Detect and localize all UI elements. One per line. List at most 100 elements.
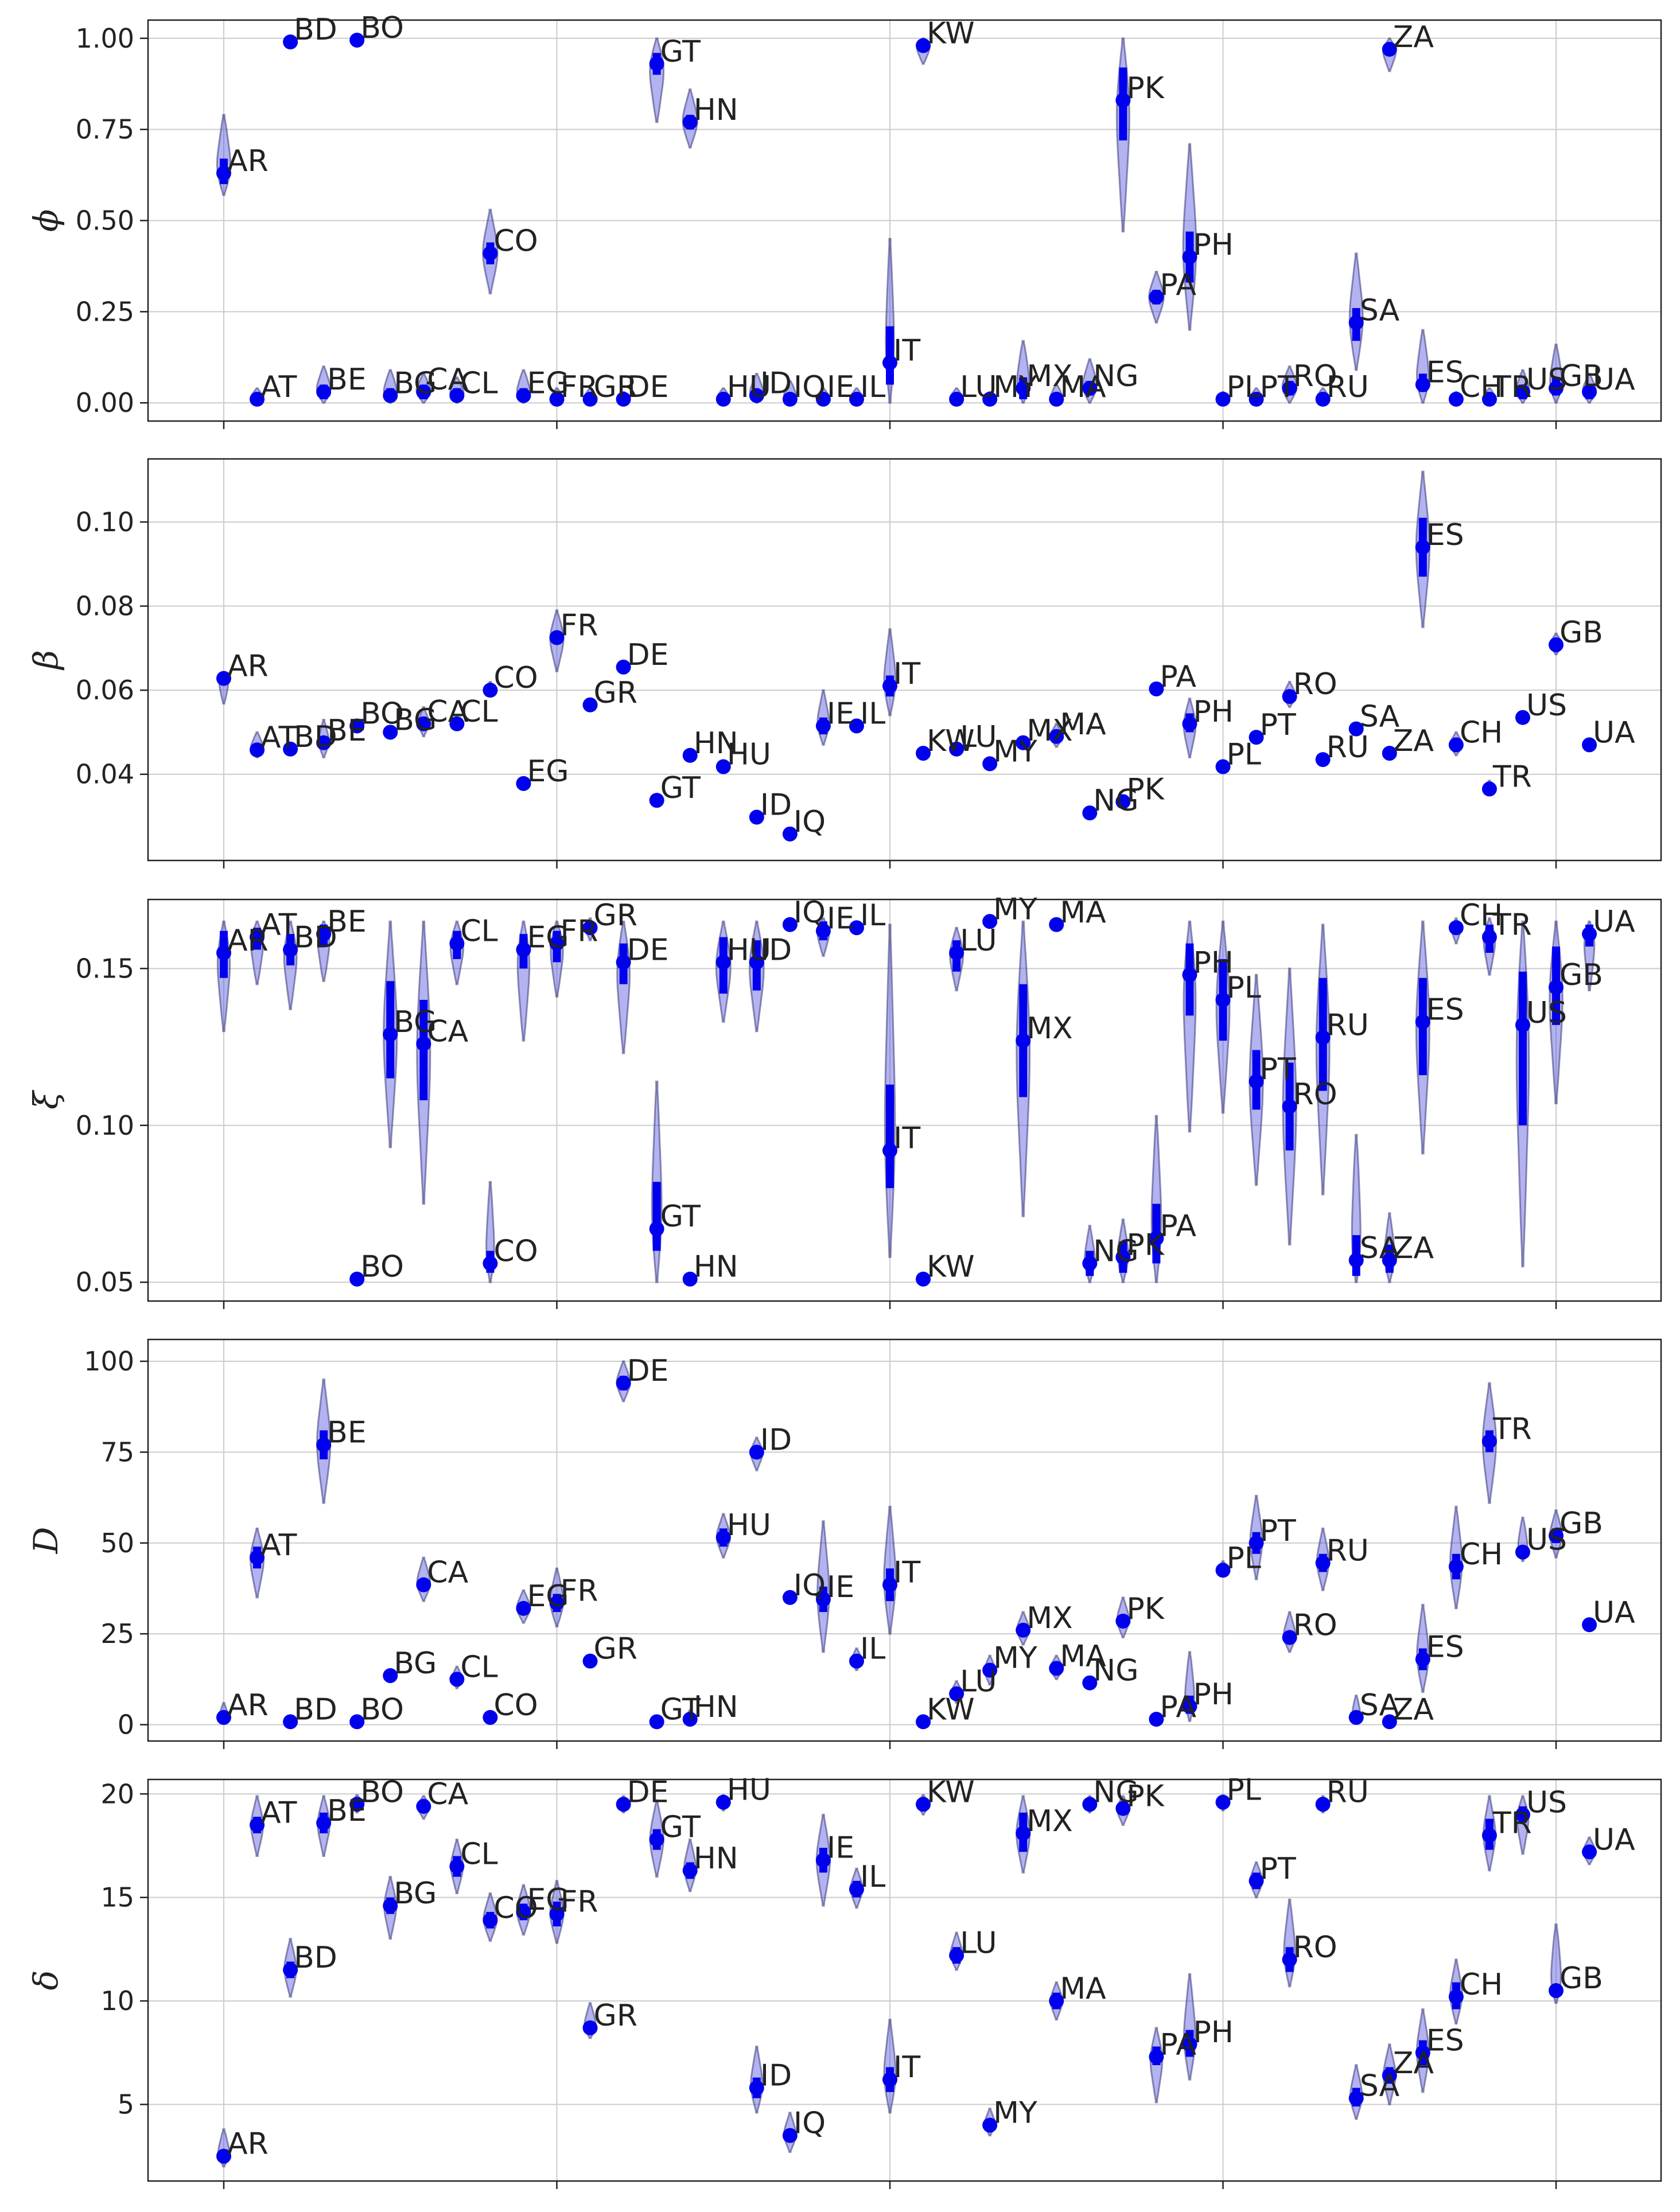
point-MX — [1016, 1033, 1031, 1049]
point-label-UA: UA — [1593, 1595, 1635, 1630]
point-label-UA: UA — [1593, 363, 1635, 397]
point-label-CH: CH — [1460, 370, 1503, 404]
point-BE — [316, 735, 332, 750]
point-label-PA: PA — [1160, 268, 1196, 302]
point-IQ — [782, 1590, 798, 1605]
point-label-CL: CL — [460, 1650, 497, 1684]
point-label-ZA: ZA — [1393, 2046, 1434, 2081]
point-label-IQ: IQ — [794, 895, 826, 930]
point-label-IE: IE — [827, 370, 854, 404]
point-EG — [516, 1904, 531, 1919]
point-label-MA: MA — [1060, 1972, 1106, 2006]
point-label-TR: TR — [1492, 760, 1532, 794]
point-IL — [849, 718, 864, 734]
point-PT — [1249, 730, 1264, 745]
point-PH — [1182, 250, 1197, 265]
point-label-BO: BO — [360, 1692, 404, 1727]
point-CO — [483, 1709, 498, 1725]
point-AR — [216, 671, 231, 686]
y-tick-label: 0.25 — [76, 296, 134, 327]
point-label-CH: CH — [1460, 1537, 1503, 1572]
point-IE — [815, 391, 831, 407]
point-label-BG: BG — [394, 1876, 437, 1911]
point-label-IT: IT — [893, 2050, 920, 2085]
point-GT — [649, 793, 664, 808]
point-GB — [1549, 380, 1564, 396]
point-label-MX: MX — [1026, 1804, 1073, 1839]
point-label-DE: DE — [627, 1775, 669, 1809]
point-CL — [449, 388, 465, 403]
point-label-BE: BE — [327, 363, 367, 397]
point-LU — [949, 391, 965, 407]
point-FR — [549, 630, 565, 645]
point-label-AT: AT — [260, 721, 297, 755]
point-label-IL: IL — [860, 1860, 885, 1894]
point-FR — [549, 1595, 565, 1611]
point-label-DE: DE — [627, 1354, 669, 1388]
point-label-EG: EG — [527, 921, 569, 955]
point-GR — [582, 697, 598, 712]
point-TR — [1481, 929, 1497, 945]
point-CA — [416, 716, 431, 731]
point-label-NG: NG — [1093, 1234, 1138, 1268]
point-label-PH: PH — [1193, 1677, 1233, 1712]
point-label-PH: PH — [1193, 695, 1233, 729]
point-PL — [1215, 992, 1231, 1007]
point-ID — [749, 388, 764, 403]
point-RU — [1315, 1555, 1331, 1571]
y-tick-label: 15 — [100, 1882, 134, 1913]
point-label-LU: LU — [960, 1926, 997, 1961]
panel-frame — [147, 458, 1662, 862]
y-tick-label: 10 — [100, 1985, 134, 2016]
point-PK — [1115, 794, 1131, 809]
point-NG — [1082, 380, 1098, 396]
point-PL — [1215, 1794, 1231, 1810]
point-label-CO: CO — [493, 1234, 538, 1268]
point-PA — [1149, 2049, 1164, 2065]
point-label-PK: PK — [1126, 772, 1165, 807]
point-PH — [1182, 716, 1197, 731]
point-label-AR: AR — [227, 649, 269, 684]
point-label-EG: EG — [527, 1579, 569, 1614]
point-HN — [682, 1271, 698, 1287]
point-TR — [1481, 391, 1497, 407]
point-IQ — [782, 917, 798, 932]
point-label-TR: TR — [1492, 370, 1532, 404]
point-label-RU: RU — [1327, 1534, 1369, 1568]
y-tick-label: 25 — [100, 1618, 134, 1649]
point-label-ES: ES — [1426, 992, 1464, 1027]
point-CL — [449, 716, 465, 731]
point-label-ES: ES — [1426, 355, 1464, 390]
point-PH — [1182, 1699, 1197, 1714]
point-label-NG: NG — [1093, 359, 1138, 394]
point-RO — [1282, 1099, 1297, 1114]
point-GR — [582, 920, 598, 936]
point-DE — [616, 1797, 631, 1812]
point-label-BO: BO — [360, 696, 404, 731]
point-label-CO: CO — [493, 224, 538, 259]
point-GT — [649, 56, 664, 72]
point-label-EG: EG — [527, 367, 569, 401]
point-DE — [616, 391, 631, 407]
point-CH — [1448, 737, 1464, 753]
point-label-TR: TR — [1492, 908, 1532, 943]
point-BG — [383, 1027, 398, 1042]
point-label-GB: GB — [1560, 1961, 1603, 1996]
point-label-PA: PA — [1160, 2028, 1196, 2062]
point-label-AR: AR — [227, 144, 269, 178]
point-AT — [250, 929, 265, 945]
panel-frame — [147, 898, 1662, 1302]
point-label-BG: BG — [394, 1646, 437, 1681]
point-PT — [1249, 1873, 1264, 1888]
point-BD — [283, 1714, 298, 1730]
point-LU — [949, 1686, 965, 1701]
point-label-FR: FR — [561, 1885, 598, 1919]
point-label-MA: MA — [1060, 707, 1106, 742]
point-BG — [383, 1898, 398, 1914]
point-label-CA: CA — [427, 1556, 468, 1590]
point-ID — [749, 955, 764, 970]
point-US — [1515, 1544, 1530, 1560]
point-label-GR: GR — [594, 898, 637, 933]
